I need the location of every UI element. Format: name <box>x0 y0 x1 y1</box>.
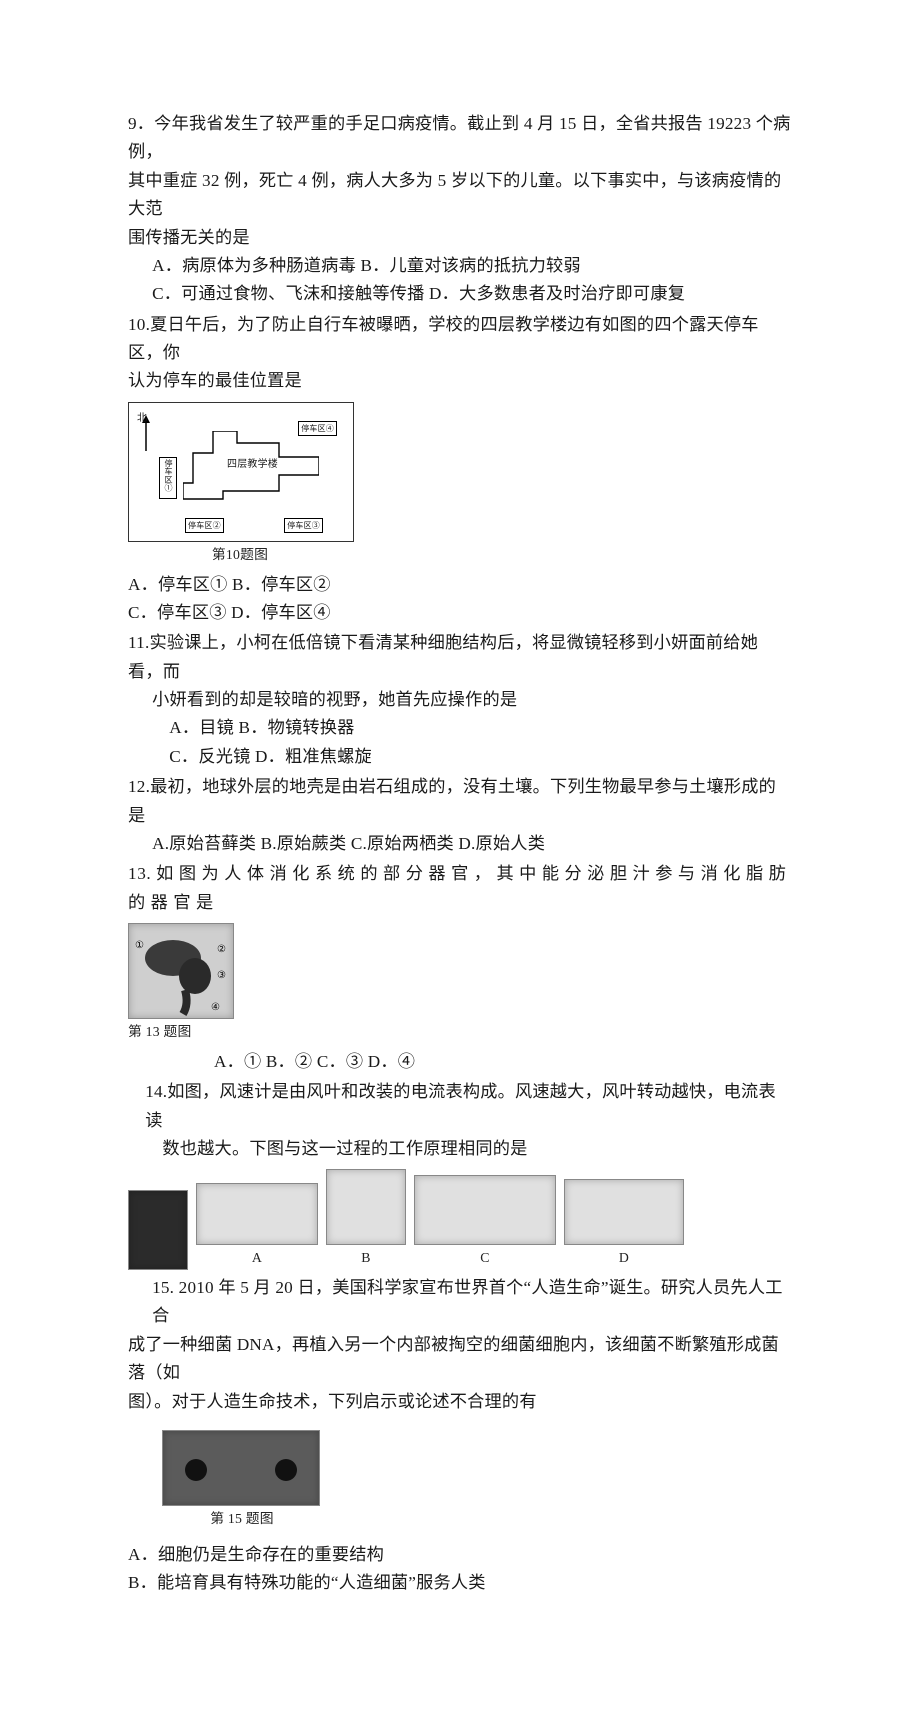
option-b-diagram <box>326 1169 406 1245</box>
q10-diagram: 北 四层教学楼 停车区① 停车区④ 停车区② 停车区③ <box>128 402 354 542</box>
building-label: 四层教学楼 <box>227 457 278 474</box>
q14-label-b: B <box>326 1247 406 1270</box>
svg-text:④: ④ <box>211 1002 220 1013</box>
q15: 15. 2010 年 5 月 20 日，美国科学家宣布世界首个“人造生命”诞生。… <box>128 1274 792 1597</box>
q9-stem-l2: 其中重症 32 例，死亡 4 例，病人大多为 5 岁以下的儿童。以下事实中，与该… <box>128 167 792 224</box>
q11: 11.实验课上，小柯在低倍镜下看清某种细胞结构后，将显微镜轻移到小妍面前给她看，… <box>128 629 792 771</box>
parking-1: 停车区① <box>159 457 177 499</box>
q14-fig-b: B <box>326 1169 406 1270</box>
svg-text:②: ② <box>217 944 226 955</box>
q14-figures: A B C D <box>128 1169 792 1270</box>
option-d-diagram <box>564 1179 684 1245</box>
q11-opts-l1: A．目镜 B．物镜转换器 <box>128 714 792 742</box>
parking-3: 停车区③ <box>284 518 323 533</box>
q10: 10.夏日午后，为了防止自行车被曝晒，学校的四层教学楼边有如图的四个露天停车区，… <box>128 311 792 628</box>
q14-fig-meter <box>128 1190 188 1270</box>
q14-fig-c: C <box>414 1175 556 1270</box>
q10-opts-l1: A．停车区① B．停车区② <box>128 571 792 599</box>
svg-text:①: ① <box>135 940 144 951</box>
q15-figure: 第 15 题图 <box>162 1430 322 1531</box>
q14-label-c: C <box>414 1247 556 1270</box>
q14: 14.如图，风速计是由风叶和改装的电流表构成。风速越大，风叶转动越快，电流表读 … <box>128 1078 792 1270</box>
q15-opt-b: B．能培育具有特殊功能的“人造细菌”服务人类 <box>128 1569 792 1597</box>
q15-opt-a: A．细胞仍是生命存在的重要结构 <box>128 1541 792 1569</box>
q15-caption: 第 15 题图 <box>162 1508 322 1531</box>
q9: 9．今年我省发生了较严重的手足口病疫情。截止到 4 月 15 日，全省共报告 1… <box>128 110 792 309</box>
q13-diagram: ① ② ③ ④ <box>128 923 234 1019</box>
colony-photo <box>162 1430 320 1506</box>
q10-stem-l2: 认为停车的最佳位置是 <box>128 367 792 395</box>
q14-fig-d: D <box>564 1179 684 1270</box>
q11-opts-l2: C．反光镜 D．粗准焦螺旋 <box>128 743 792 771</box>
parking-4: 停车区④ <box>298 421 337 436</box>
q11-stem-l1: 11.实验课上，小柯在低倍镜下看清某种细胞结构后，将显微镜轻移到小妍面前给她看，… <box>128 629 792 686</box>
q12: 12.最初，地球外层的地壳是由岩石组成的，没有土壤。下列生物最早参与土壤形成的是… <box>128 773 792 858</box>
q13-figure: ① ② ③ ④ 第 13 题图 <box>128 923 232 1044</box>
option-a-diagram <box>196 1183 318 1245</box>
q14-label-d: D <box>564 1247 684 1270</box>
q15-stem-l1: 15. 2010 年 5 月 20 日，美国科学家宣布世界首个“人造生命”诞生。… <box>128 1274 792 1331</box>
q13-opts: A．① B．② C．③ D．④ <box>128 1048 792 1076</box>
q12-stem: 12.最初，地球外层的地壳是由岩石组成的，没有土壤。下列生物最早参与土壤形成的是 <box>128 773 792 830</box>
anemometer-icon <box>128 1190 188 1270</box>
q10-figure: 北 四层教学楼 停车区① 停车区④ 停车区② 停车区③ 第10题图 <box>128 402 792 567</box>
q11-stem-l2: 小妍看到的却是较暗的视野，她首先应操作的是 <box>128 686 792 714</box>
q13: 13. 如 图 为 人 体 消 化 系 统 的 部 分 器 官 ， 其 中 能 … <box>128 860 792 1076</box>
q14-stem-l2: 数也越大。下图与这一过程的工作原理相同的是 <box>128 1135 792 1163</box>
q9-opts-l2: C．可通过食物、飞沫和接触等传播 D．大多数患者及时治疗即可康复 <box>128 280 792 308</box>
parking-2: 停车区② <box>185 518 224 533</box>
q14-stem-l1: 14.如图，风速计是由风叶和改装的电流表构成。风速越大，风叶转动越快，电流表读 <box>128 1078 792 1135</box>
q14-label-a: A <box>196 1247 318 1270</box>
q15-stem-l3: 图）。对于人造生命技术，下列启示或论述不合理的有 <box>128 1388 792 1416</box>
north-arrow-icon: 北 <box>139 413 153 457</box>
q14-fig-a: A <box>196 1183 318 1270</box>
q10-opts-l2: C．停车区③ D．停车区④ <box>128 599 792 627</box>
q13-stem: 13. 如 图 为 人 体 消 化 系 统 的 部 分 器 官 ， 其 中 能 … <box>128 860 792 917</box>
q9-stem-l1: 9．今年我省发生了较严重的手足口病疫情。截止到 4 月 15 日，全省共报告 1… <box>128 110 792 167</box>
q10-caption: 第10题图 <box>128 544 352 567</box>
q15-stem-l2: 成了一种细菌 DNA，再植入另一个内部被掏空的细菌细胞内，该细菌不断繁殖形成菌落… <box>128 1331 792 1388</box>
q10-stem-l1: 10.夏日午后，为了防止自行车被曝晒，学校的四层教学楼边有如图的四个露天停车区，… <box>128 311 792 368</box>
q12-opts: A.原始苔藓类 B.原始蕨类 C.原始两栖类 D.原始人类 <box>128 830 792 858</box>
option-c-diagram <box>414 1175 556 1245</box>
q9-opts-l1: A．病原体为多种肠道病毒 B．儿童对该病的抵抗力较弱 <box>128 252 792 280</box>
q13-caption: 第 13 题图 <box>128 1021 232 1044</box>
svg-text:③: ③ <box>217 970 226 981</box>
q9-stem-l3: 围传播无关的是 <box>128 224 792 252</box>
